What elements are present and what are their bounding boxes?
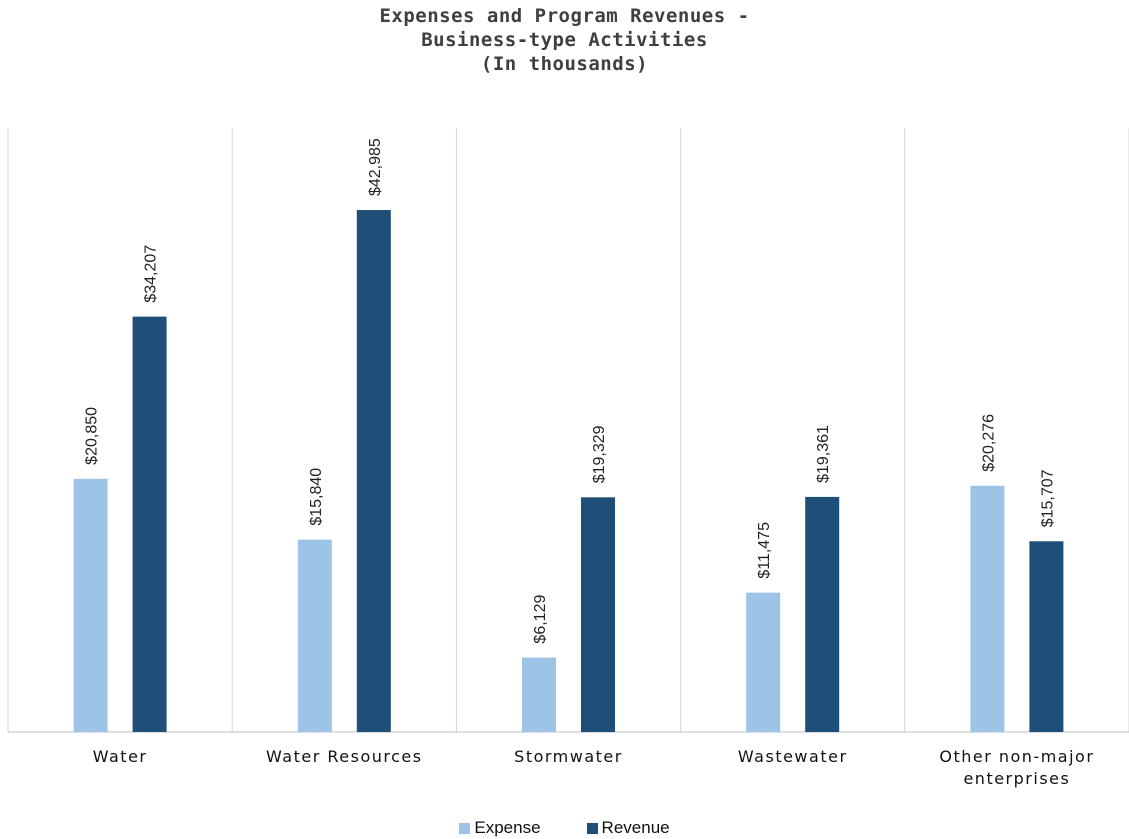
bar-chart: $20,850 $34,207 Water $15,840 $42,985 Water R… <box>7 128 1129 788</box>
data-label-revenue: $42,985 <box>367 138 384 196</box>
x-tick-label: Other non-major <box>939 747 1094 766</box>
data-label-expense: $6,129 <box>532 595 549 644</box>
bar-revenue <box>1029 541 1064 732</box>
data-label-revenue: $15,707 <box>1039 469 1056 527</box>
data-label-expense: $20,276 <box>980 414 997 472</box>
bar-expense <box>746 592 781 732</box>
legend: Expense Revenue <box>0 818 1129 838</box>
x-tick-label: Water <box>93 747 148 766</box>
bar-revenue <box>356 210 391 732</box>
legend-swatch-revenue <box>586 822 598 834</box>
x-tick-label: Stormwater <box>514 747 623 766</box>
data-label-revenue: $34,207 <box>143 245 160 303</box>
chart-title-line-3: (In thousands) <box>480 53 649 75</box>
chart-title-line-2: Business-type Activities <box>421 29 708 51</box>
legend-label-revenue: Revenue <box>601 818 670 837</box>
bar-expense <box>297 539 332 732</box>
bar-revenue <box>132 316 167 732</box>
data-label-revenue: $19,361 <box>815 425 832 483</box>
legend-swatch-expense <box>459 822 471 834</box>
bar-expense <box>970 485 1005 732</box>
legend-label-expense: Expense <box>474 818 541 837</box>
chart-title-line-1: Expenses and Program Revenues - <box>379 5 750 27</box>
bar-revenue <box>581 497 615 732</box>
data-label-expense: $20,850 <box>84 407 101 465</box>
data-label-expense: $15,840 <box>308 468 325 526</box>
x-tick-label: Water Resources <box>266 747 423 766</box>
data-label-revenue: $19,329 <box>591 425 608 483</box>
bar-expense <box>522 657 556 732</box>
bar-expense <box>73 478 108 732</box>
x-tick-label: enterprises <box>963 769 1070 788</box>
bar-revenue <box>805 496 840 732</box>
legend-item-expense: Expense <box>459 818 541 838</box>
legend-item-revenue: Revenue <box>586 818 670 838</box>
data-label-expense: $11,475 <box>756 522 773 579</box>
x-tick-label: Wastewater <box>738 747 848 766</box>
chart-title: Expenses and Program Revenues - Business… <box>0 4 1129 76</box>
